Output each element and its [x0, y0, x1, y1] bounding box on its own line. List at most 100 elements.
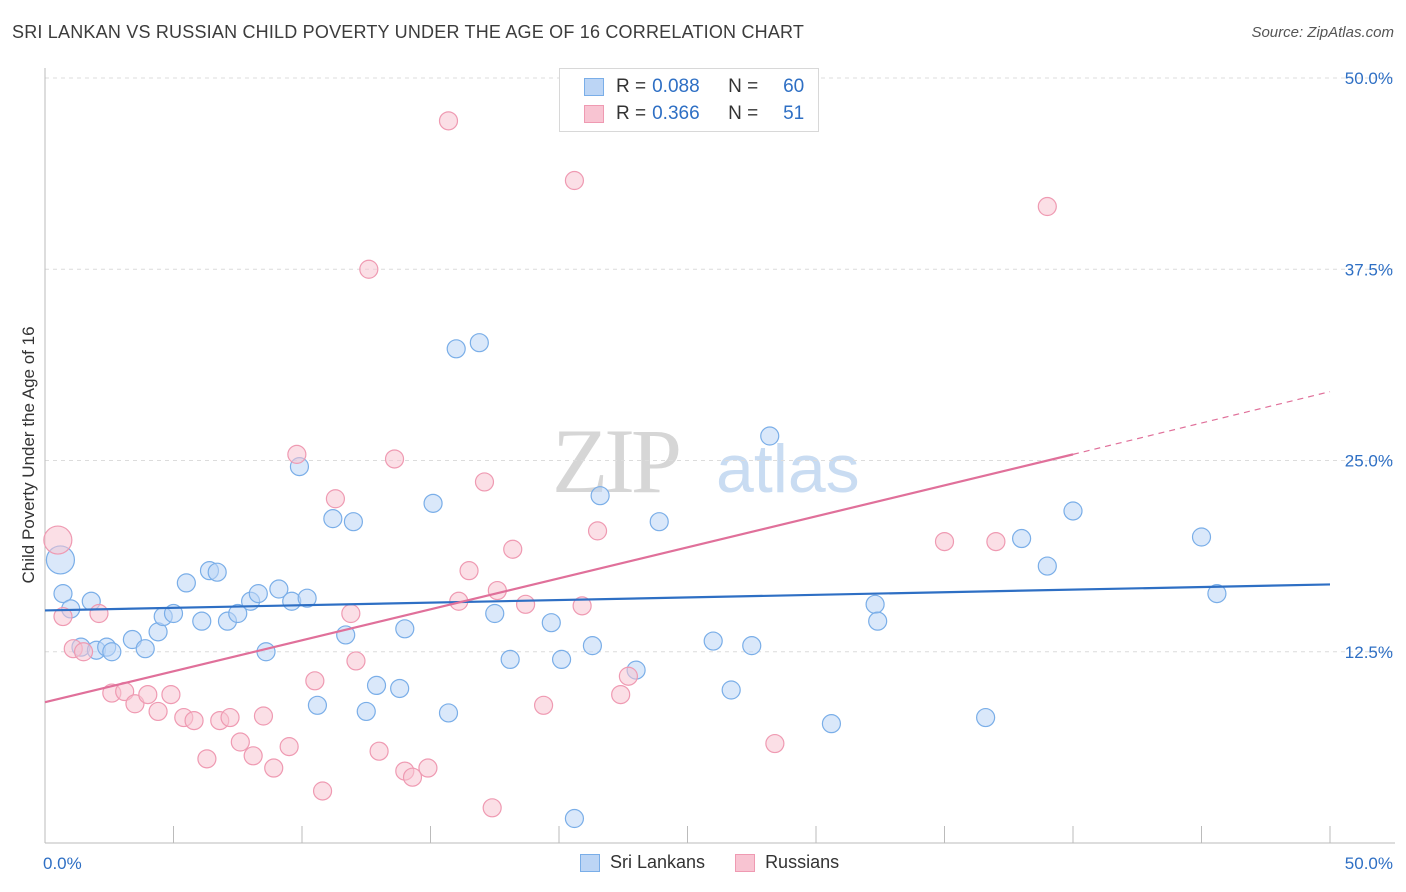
legend-n-label: N =: [728, 103, 759, 124]
point-russians: [148, 701, 168, 722]
source-label: Source: ZipAtlas.com: [1251, 24, 1394, 41]
point-russians: [533, 695, 554, 715]
point-sri-lankans: [742, 636, 762, 656]
point-sri-lankans: [1037, 556, 1057, 576]
point-russians: [53, 606, 73, 627]
point-sri-lankans: [1011, 528, 1032, 549]
point-russians: [1037, 196, 1057, 217]
point-sri-lankans: [590, 486, 610, 506]
point-sri-lankans: [976, 707, 996, 728]
point-russians: [587, 521, 608, 541]
point-russians: [253, 706, 274, 726]
point-sri-lankans: [438, 703, 459, 723]
point-sri-lankans: [135, 639, 155, 659]
point-russians: [611, 684, 631, 705]
legend-item-sri-lankans[interactable]: Sri Lankans: [580, 852, 705, 873]
point-russians: [264, 758, 284, 778]
point-sri-lankans: [868, 611, 888, 631]
point-russians: [341, 603, 361, 624]
chart-title: SRI LANKAN VS RUSSIAN CHILD POVERTY UNDE…: [12, 22, 805, 42]
point-sri-lankans: [356, 701, 376, 722]
legend-n-value: 51: [783, 103, 805, 124]
y-tick-label: 25.0%: [1345, 452, 1393, 471]
point-russians: [402, 767, 423, 787]
point-sri-lankans: [649, 512, 669, 532]
point-russians: [73, 642, 94, 662]
point-russians: [986, 531, 1006, 552]
point-sri-lankans: [1207, 584, 1227, 604]
point-russians: [369, 741, 389, 761]
point-russians: [765, 733, 785, 754]
point-russians: [474, 472, 495, 492]
legend-r-label: R =: [616, 76, 647, 97]
legend-label-sri-lankans: Sri Lankans: [610, 852, 706, 872]
data-points: [43, 111, 1227, 829]
point-sri-lankans: [721, 680, 741, 700]
point-russians: [459, 561, 479, 581]
point-sri-lankans: [485, 603, 505, 624]
point-sri-lankans: [469, 333, 489, 353]
point-russians: [515, 594, 536, 614]
point-sri-lankans: [207, 562, 227, 582]
point-sri-lankans: [366, 675, 387, 696]
legend-swatch-sri-lankans: [580, 853, 600, 872]
legend-r-label: R =: [616, 103, 647, 124]
point-russians: [482, 798, 502, 818]
point-sri-lankans: [551, 649, 572, 670]
point-russians: [89, 603, 109, 624]
point-sri-lankans: [248, 584, 268, 604]
tick-labels: 12.5% 25.0% 37.5% 50.0% 0.0% 50.0%: [43, 69, 1393, 873]
trend-lines: [44, 391, 1331, 704]
point-russians: [359, 259, 379, 279]
point-sri-lankans: [343, 512, 363, 532]
trend-line-sri-lankans: [44, 583, 1331, 612]
point-russians: [312, 781, 333, 801]
point-russians: [161, 684, 181, 705]
x-tick-label: 0.0%: [43, 854, 82, 873]
legend-swatch-russians: [584, 105, 604, 123]
y-tick-label: 50.0%: [1345, 69, 1393, 88]
point-russians: [934, 531, 955, 552]
legend-r-value: 0.088: [652, 76, 700, 97]
point-sri-lankans: [865, 594, 885, 614]
point-sri-lankans: [102, 642, 122, 662]
point-russians: [43, 525, 73, 555]
point-sri-lankans: [53, 584, 73, 604]
legend-r-value: 0.366: [652, 103, 700, 124]
point-sri-lankans: [297, 588, 317, 608]
point-russians: [279, 737, 299, 757]
point-russians: [384, 449, 405, 469]
point-sri-lankans: [323, 509, 343, 529]
point-sri-lankans: [228, 603, 248, 624]
point-russians: [138, 684, 158, 705]
point-sri-lankans: [821, 714, 842, 734]
point-sri-lankans: [256, 642, 276, 662]
point-russians: [184, 710, 204, 731]
y-tick-label: 37.5%: [1345, 260, 1393, 279]
point-russians: [305, 671, 325, 691]
y-tick-label: 12.5%: [1345, 643, 1393, 662]
point-sri-lankans: [390, 678, 410, 699]
legend-swatch-russians: [735, 853, 756, 872]
point-sri-lankans: [760, 426, 780, 446]
point-sri-lankans: [192, 611, 212, 631]
point-sri-lankans: [282, 591, 302, 611]
point-sri-lankans: [446, 339, 466, 359]
trend-line-russians: [44, 453, 1074, 704]
point-russians: [503, 539, 523, 559]
trend-extension-russians: [1072, 391, 1331, 455]
legend-label-russians: Russians: [765, 852, 840, 872]
point-russians: [220, 707, 240, 728]
legend-item-russians[interactable]: Russians: [735, 852, 839, 873]
point-russians: [572, 596, 592, 616]
series-legend: Sri Lankans Russians: [580, 852, 869, 873]
legend-n-label: N =: [728, 76, 759, 97]
point-sri-lankans: [582, 636, 603, 656]
point-sri-lankans: [307, 695, 328, 715]
point-russians: [438, 111, 459, 131]
point-sri-lankans: [395, 619, 415, 639]
point-russians: [564, 170, 585, 191]
point-sri-lankans: [176, 573, 196, 593]
point-russians: [197, 749, 217, 769]
